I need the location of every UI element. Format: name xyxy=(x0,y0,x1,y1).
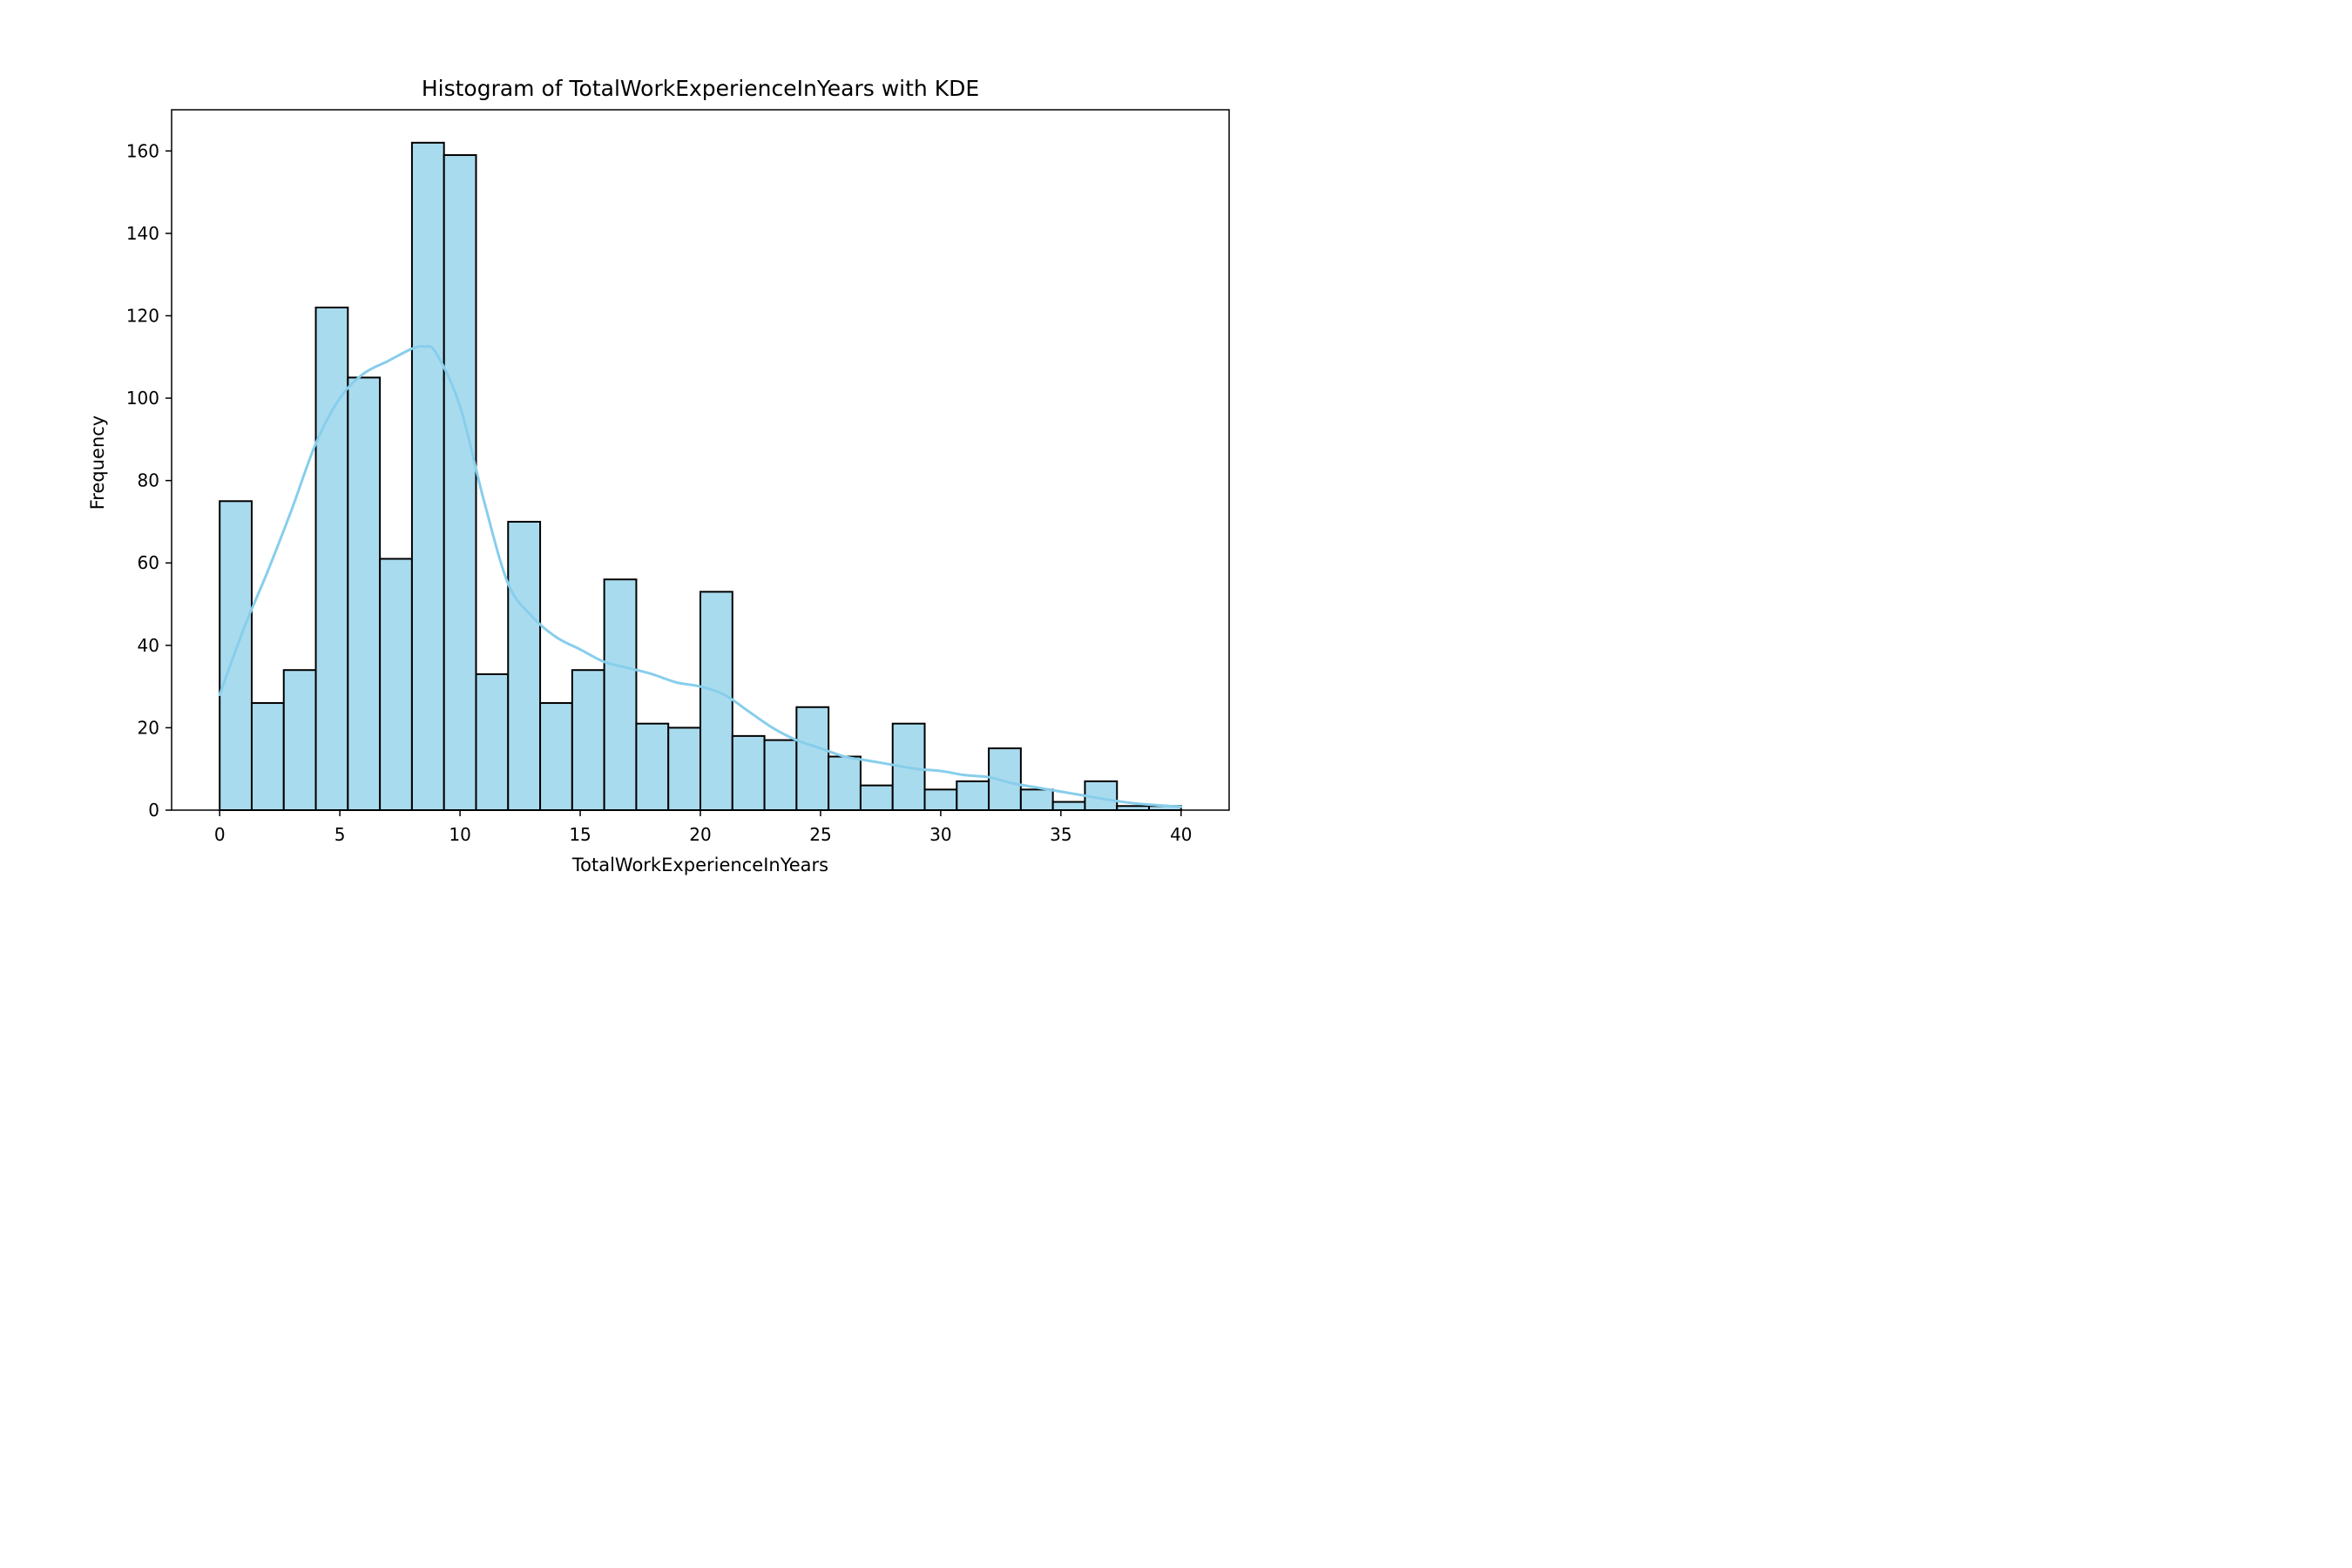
histogram-bar xyxy=(667,727,701,811)
histogram-bar xyxy=(795,706,830,811)
histogram-bar xyxy=(443,154,477,811)
histogram-bar xyxy=(219,500,253,811)
histogram-bar xyxy=(603,578,638,811)
y-axis: 0 20 40 60 80 100 120 140 160 xyxy=(126,140,172,821)
x-tick-label: 0 xyxy=(214,824,226,845)
y-tick-label: 60 xyxy=(138,552,159,573)
histogram-bar xyxy=(923,788,958,812)
y-tick-label: 140 xyxy=(126,223,159,244)
x-tick-label: 10 xyxy=(449,824,470,845)
y-tick-label: 0 xyxy=(148,800,159,821)
x-tick-label: 5 xyxy=(335,824,346,845)
histogram-bar xyxy=(507,520,542,811)
y-tick-label: 20 xyxy=(138,717,159,738)
x-tick-label: 15 xyxy=(569,824,591,845)
histogram-bar xyxy=(571,669,605,812)
x-tick-label: 30 xyxy=(929,824,951,845)
x-tick-label: 20 xyxy=(689,824,711,845)
histogram-bar xyxy=(347,376,382,811)
x-tick-label: 35 xyxy=(1050,824,1071,845)
kde-layer xyxy=(218,345,1183,808)
histogram-bar xyxy=(539,702,573,811)
histogram-bar xyxy=(828,755,862,811)
histogram-bar xyxy=(314,307,349,811)
histogram-bar xyxy=(379,558,413,811)
y-tick-label: 80 xyxy=(138,470,159,491)
y-tick-label: 160 xyxy=(126,140,159,161)
histogram-bar xyxy=(282,669,317,812)
histogram-bar xyxy=(700,591,733,812)
histogram-bar xyxy=(1019,788,1054,812)
histogram-bar xyxy=(475,672,510,811)
kde-line xyxy=(218,345,1183,808)
x-tick-label: 40 xyxy=(1170,824,1192,845)
histogram-bar xyxy=(956,780,990,811)
y-tick-label: 100 xyxy=(126,388,159,409)
y-tick-label: 120 xyxy=(126,305,159,326)
y-axis-label: Frequency xyxy=(87,416,108,510)
histogram-chart: 0 5 10 15 20 25 30 35 40 0 20 40 60 80 100 120 140 160 H… xyxy=(0,0,1355,904)
y-tick-label: 40 xyxy=(138,635,159,656)
histogram-bar xyxy=(250,702,285,811)
histogram-bar xyxy=(410,141,445,812)
bars-layer xyxy=(219,141,1182,812)
x-axis-label: TotalWorkExperienceInYears xyxy=(571,855,828,875)
histogram-bar xyxy=(859,784,894,812)
histogram-bar xyxy=(1051,801,1086,812)
histogram-bar xyxy=(763,739,798,811)
histogram-bar xyxy=(731,734,766,812)
x-tick-label: 25 xyxy=(809,824,831,845)
x-axis: 0 5 10 15 20 25 30 35 40 xyxy=(214,810,1193,845)
histogram-bar xyxy=(635,722,670,812)
chart-title: Histogram of TotalWorkExperienceInYears … xyxy=(422,76,979,101)
